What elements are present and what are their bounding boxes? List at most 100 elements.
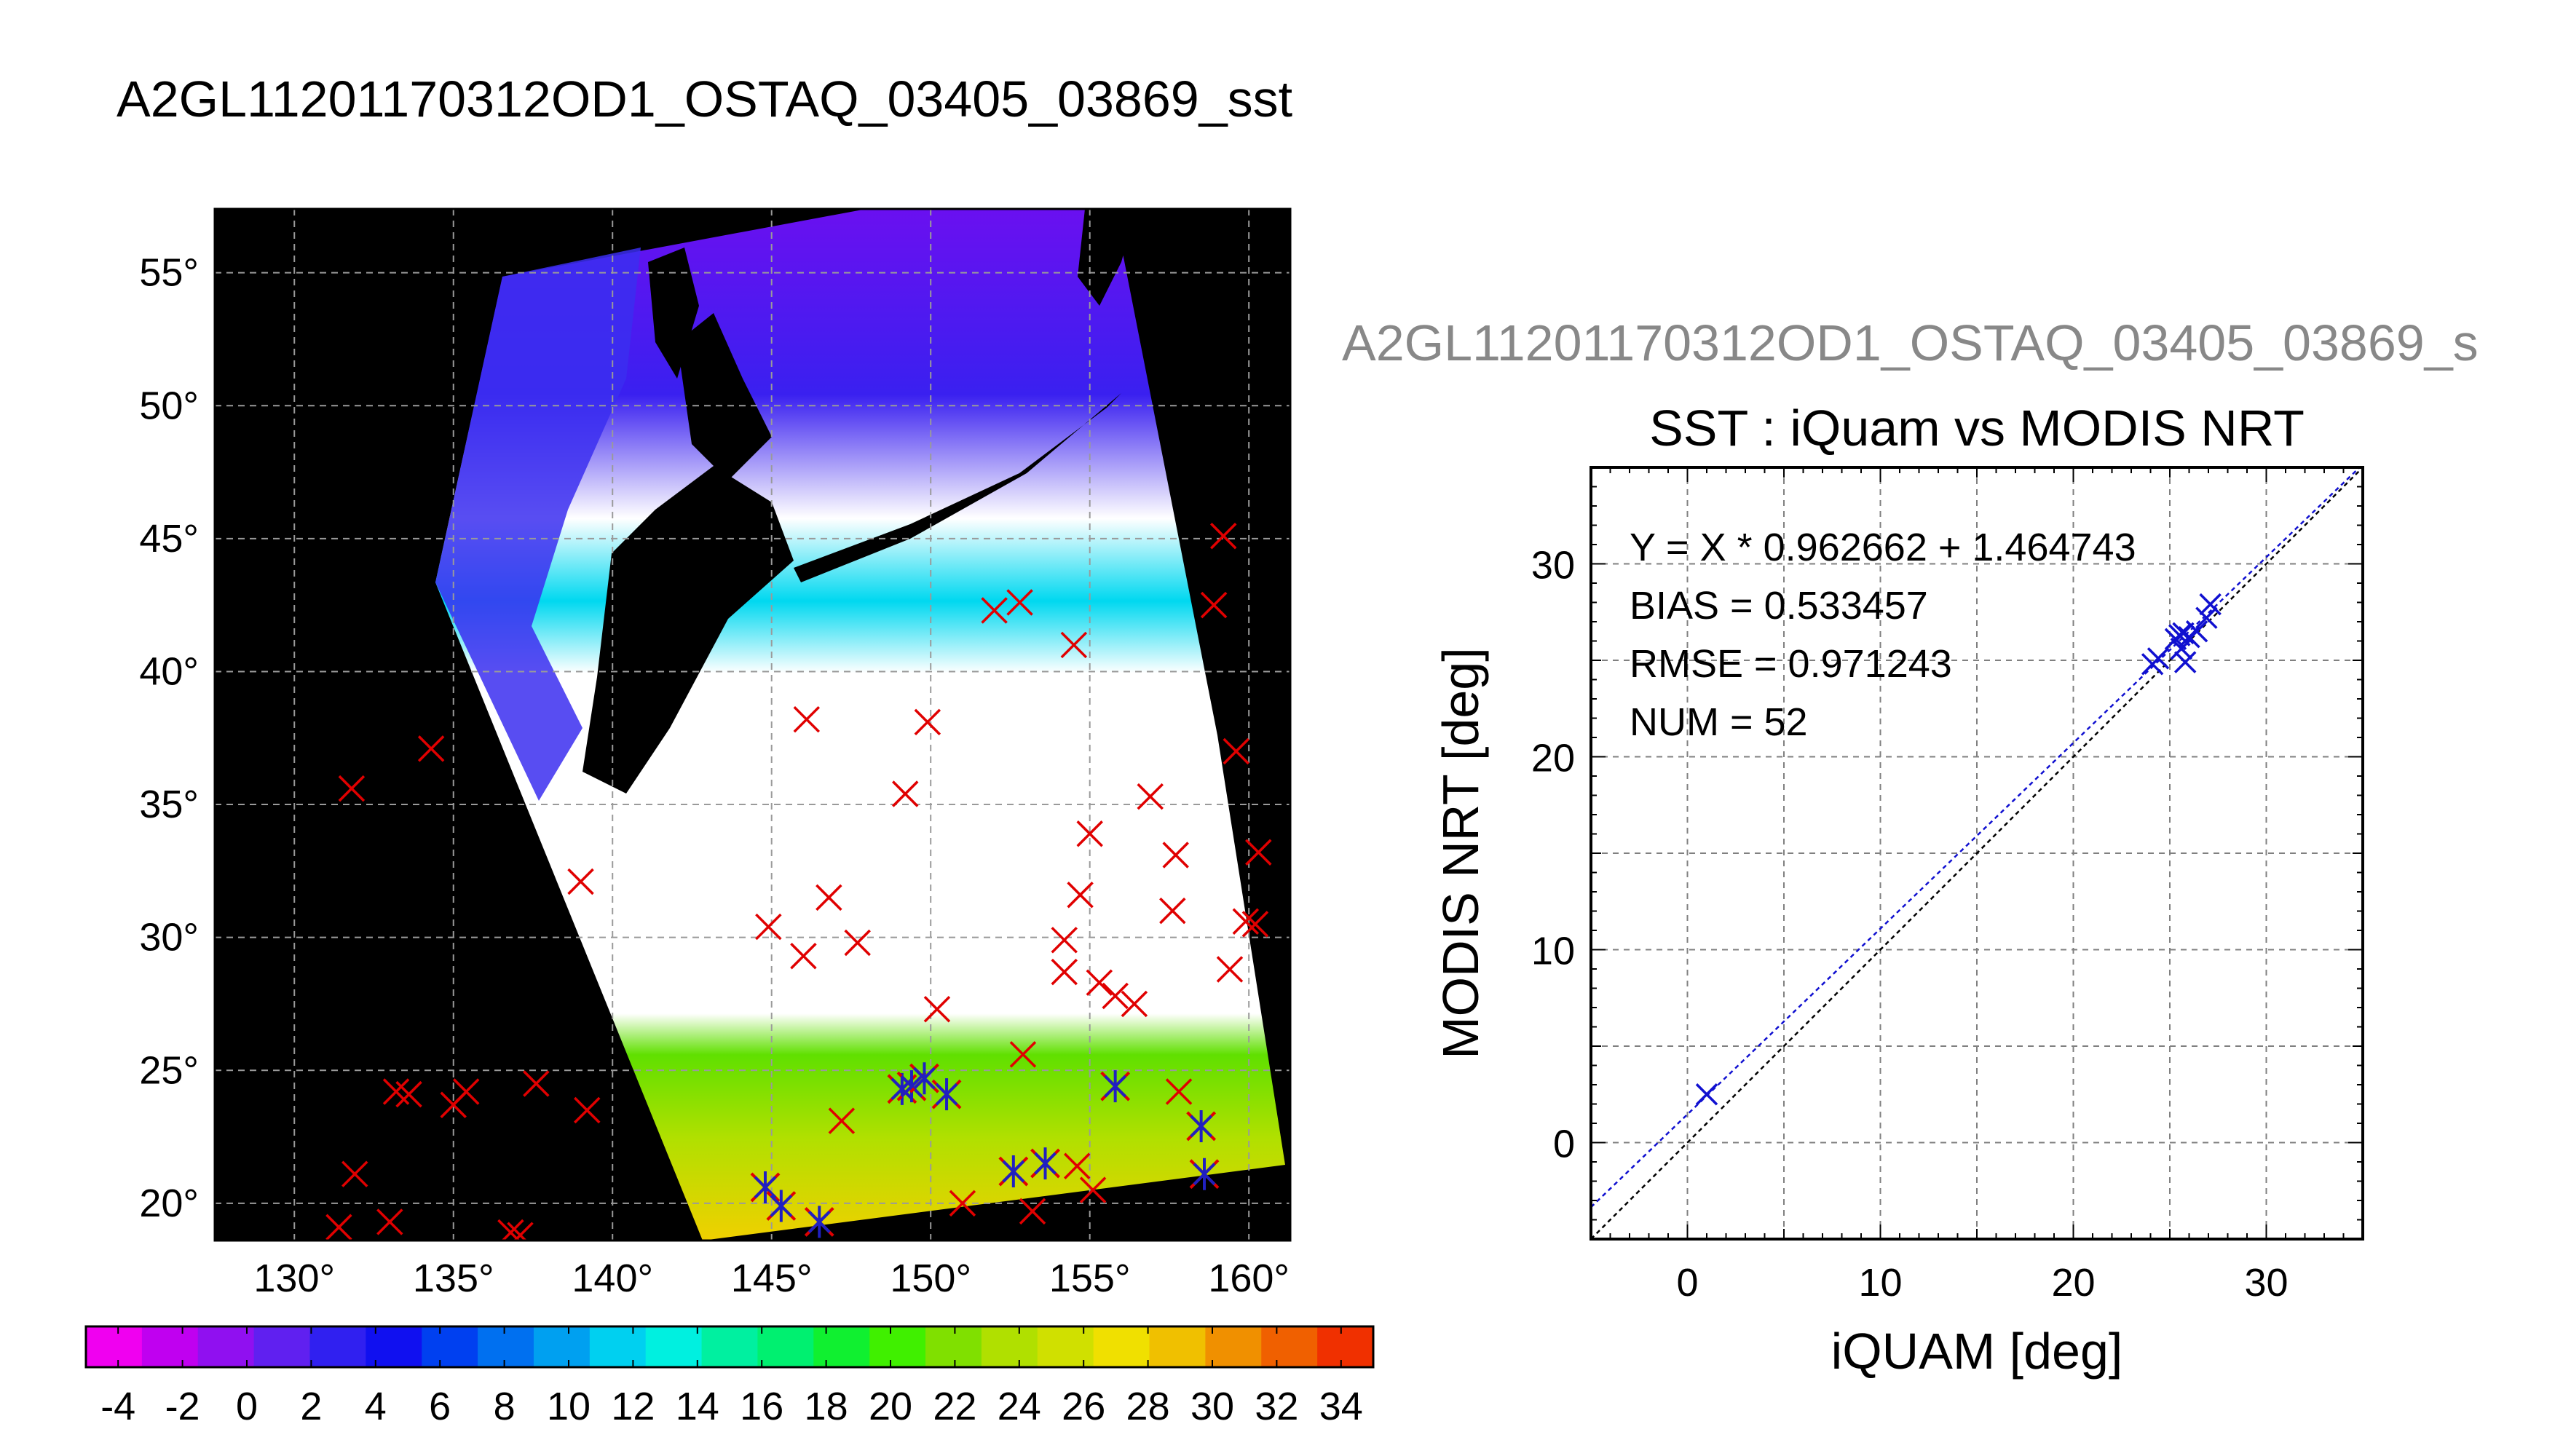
map-y-tick-label: 35° — [139, 783, 199, 826]
map-red-x-marker — [1162, 842, 1189, 869]
map-red-x-marker — [1067, 881, 1094, 909]
map-matched-marker — [1100, 1070, 1131, 1103]
map-y-tick-label: 20° — [139, 1182, 199, 1225]
map-red-x-marker — [341, 1160, 368, 1187]
map-red-x-marker — [1209, 522, 1237, 550]
stats-bias: BIAS = 0.533457 — [1630, 584, 1928, 628]
blue-x — [1190, 1115, 1213, 1138]
map-red-x-marker — [1019, 1198, 1046, 1225]
map-matched-marker — [1189, 1158, 1220, 1190]
colorbar-tick-label: 30 — [1190, 1385, 1234, 1428]
colorbar-cell — [86, 1326, 143, 1367]
map-red-x-marker — [1241, 911, 1269, 938]
scatter-y-axis-label: MODIS NRT [deg] — [1432, 647, 1489, 1059]
colorbar-cell — [533, 1326, 591, 1367]
land-sakhalin — [648, 248, 699, 379]
scatter-markers — [1695, 593, 2222, 1106]
map-x-tick-label: 155° — [1049, 1257, 1131, 1300]
colorbar-cell — [1205, 1326, 1263, 1367]
colorbar-tick-label: 8 — [494, 1385, 516, 1428]
swath-area — [435, 209, 1285, 1241]
map-red-x-marker — [1245, 839, 1272, 866]
colorbar-cell — [141, 1326, 199, 1367]
map-red-x-marker — [981, 597, 1008, 624]
blue-x — [900, 1075, 923, 1098]
map-red-x-marker — [1102, 982, 1129, 1010]
map-red-x-marker — [1060, 631, 1088, 659]
map-matched-marker — [931, 1078, 962, 1111]
map-x-tick-label: 130° — [253, 1257, 335, 1300]
map-red-x-marker — [1051, 927, 1078, 954]
map-y-tick-label: 25° — [139, 1048, 199, 1092]
scatter-x-tick-label: 20 — [2051, 1261, 2095, 1305]
land-hokkaido — [677, 313, 772, 480]
map-red-x-marker — [417, 735, 445, 762]
scatter-panel: SST : iQuam vs MODIS NRT 0 10 20 30 0 10 20 30… — [1432, 400, 2364, 1380]
map-x-tick-label: 140° — [572, 1257, 653, 1300]
map-y-tick-label: 55° — [139, 251, 199, 295]
map-frame — [213, 207, 1292, 1242]
colorbar-tick-label: 26 — [1062, 1385, 1105, 1428]
map-red-x-marker — [755, 913, 782, 941]
map-red-x-marker — [892, 780, 919, 807]
scatter-y-tick-label: 0 — [1553, 1123, 1575, 1166]
map-y-tick-label: 30° — [139, 916, 199, 960]
colorbar-tick-label: -4 — [100, 1385, 135, 1428]
map-red-x-marker — [1232, 908, 1260, 935]
colorbar-tick-label: 14 — [676, 1385, 719, 1428]
map-red-x-marker — [1121, 990, 1148, 1018]
colorbar-tick-label: 6 — [429, 1385, 451, 1428]
colorbar-tick-label: 34 — [1319, 1385, 1363, 1428]
map-red-x-marker — [395, 1080, 422, 1108]
map-red-x-marker — [1159, 897, 1186, 925]
scatter-x-tick-label: 0 — [1676, 1261, 1698, 1305]
colorbar-tick-label: 4 — [365, 1385, 387, 1428]
colorbar-tick-label: 28 — [1126, 1385, 1170, 1428]
blue-x — [913, 1067, 936, 1090]
colorbar-cell — [813, 1326, 871, 1367]
colorbar-cell — [253, 1326, 311, 1367]
colorbar-cell — [645, 1326, 703, 1367]
colorbar-cell — [478, 1326, 534, 1367]
map-red-x-marker — [523, 1070, 550, 1097]
scatter-x-axis-label: iQUAM [deg] — [1831, 1323, 2123, 1380]
blue-x — [1193, 1163, 1216, 1186]
colorbar-tick-label: 20 — [869, 1385, 912, 1428]
colorbar-cells — [86, 1326, 1374, 1367]
map-red-x-marker — [844, 929, 871, 957]
sst-map-panel: 130° 135° 140° 145° 150° 155° 160° 20° 25° 30° 35… — [139, 207, 1292, 1300]
map-red-x-marker — [914, 708, 941, 736]
colorbar-cell — [1317, 1326, 1374, 1367]
colorbar-tick-label: 16 — [740, 1385, 783, 1428]
colorbar-frame — [84, 1325, 1375, 1369]
colorbar-tick-label: 18 — [805, 1385, 848, 1428]
map-red-x-marker — [1216, 956, 1244, 983]
map-red-x-marker — [1200, 591, 1228, 619]
blue-x — [754, 1176, 777, 1199]
blue-x — [935, 1083, 958, 1106]
scatter-point — [2199, 593, 2222, 616]
scatter-x-tick-labels: 0 10 20 30 — [1676, 1261, 2288, 1305]
stats-equation: Y = X * 0.962662 + 1.464743 — [1630, 526, 2136, 569]
map-red-x-marker — [1006, 589, 1033, 616]
colorbar-tick-labels: -4 -2 0 2 4 6 8 10 12 14 16 18 20 22 24 26 28 30 32 34 — [100, 1326, 1363, 1428]
blue-x — [1104, 1075, 1127, 1098]
map-red-x-marker — [574, 1096, 601, 1124]
map-red-x-marker — [1165, 1078, 1193, 1105]
map-y-tick-label: 45° — [139, 517, 199, 561]
map-matched-marker — [804, 1206, 834, 1238]
colorbar-tick-label: 22 — [933, 1385, 976, 1428]
map-matched-marker — [1186, 1109, 1217, 1142]
map-matched-marker — [766, 1190, 797, 1222]
stats-num: NUM = 52 — [1630, 700, 1808, 744]
map-red-x-marker — [828, 1107, 856, 1134]
scatter-point — [2168, 624, 2191, 646]
map-red-x-marker — [816, 884, 842, 911]
map-red-x-marker — [1063, 1152, 1091, 1179]
map-matched-marker — [998, 1155, 1029, 1188]
map-red-x-marker — [452, 1078, 480, 1105]
identity-line — [1591, 467, 2363, 1239]
map-red-x-marker — [325, 1214, 352, 1241]
map-markers — [325, 522, 1272, 1241]
map-red-x-marker — [1086, 969, 1113, 996]
